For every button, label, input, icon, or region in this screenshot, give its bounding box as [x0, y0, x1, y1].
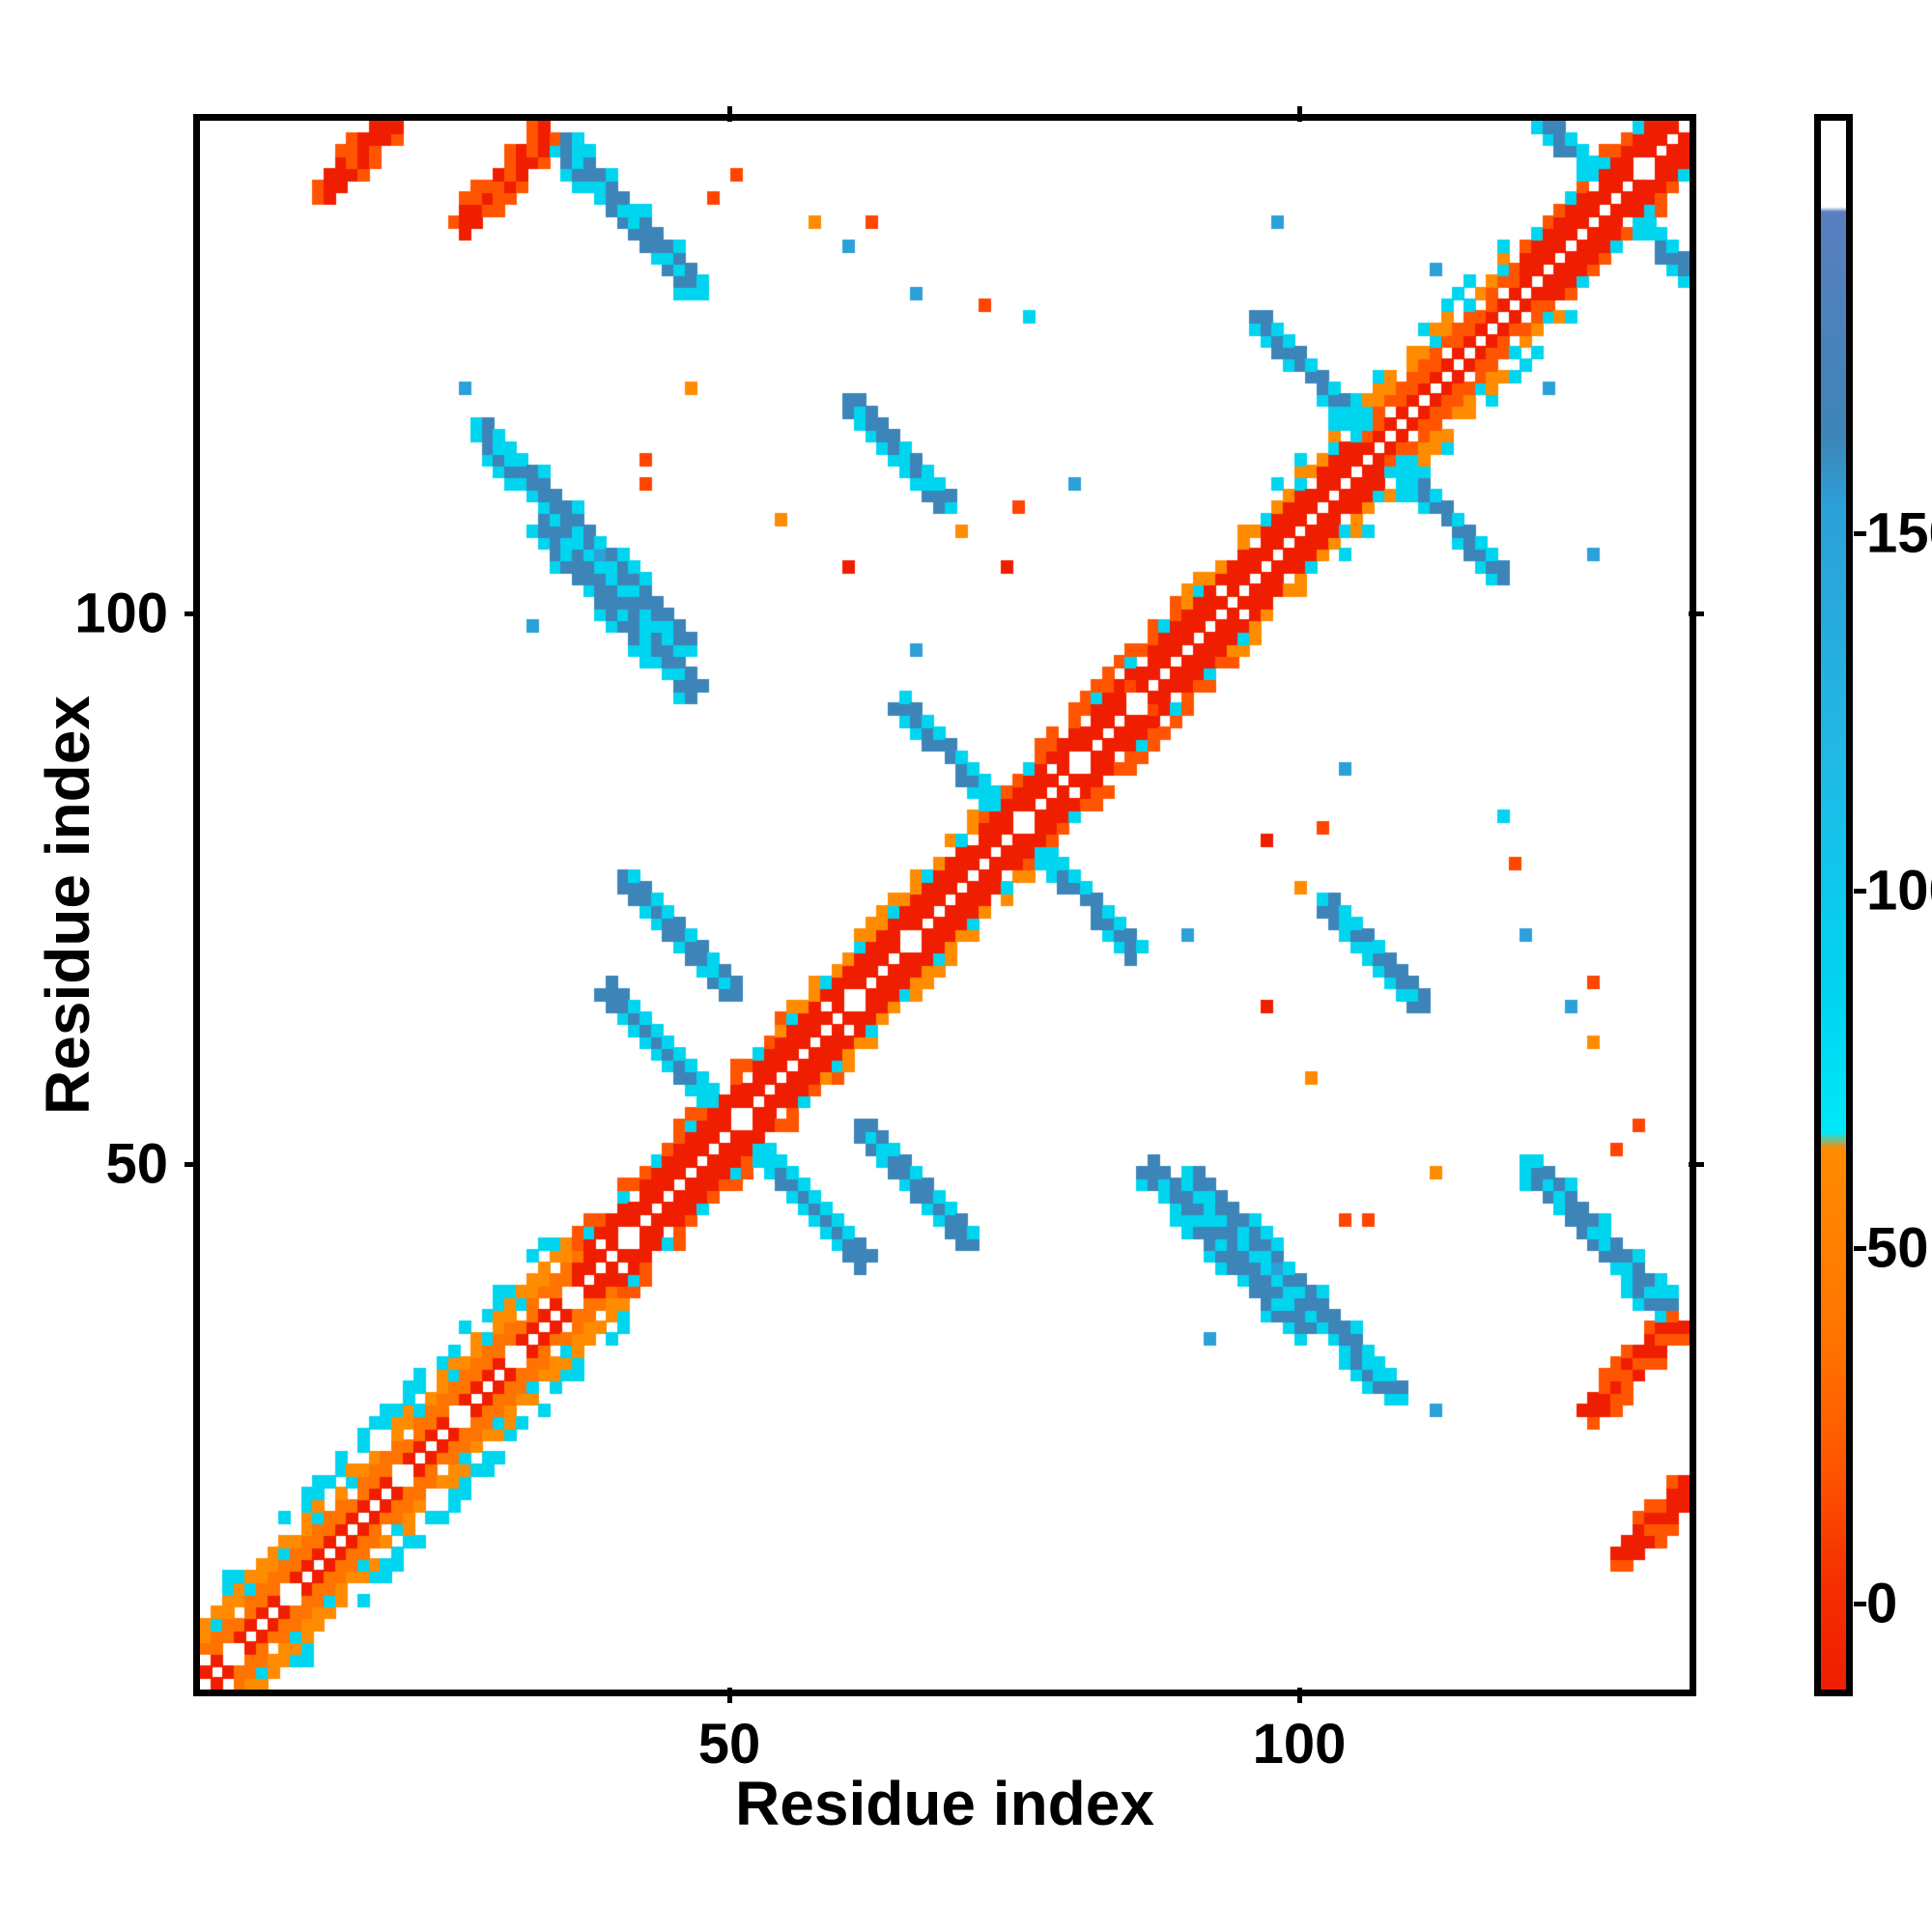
contact-map-plot: [193, 114, 1696, 1696]
colorbar-tick-label: 50: [1866, 1216, 1929, 1280]
colorbar-tick-label: 0: [1866, 1572, 1898, 1635]
colorbar-tick-mark: [1854, 531, 1866, 536]
x-tick-label: 100: [1252, 1713, 1347, 1776]
colorbar-tick-mark: [1854, 1246, 1866, 1251]
y-tick-label: 50: [105, 1132, 168, 1196]
contact-map-canvas: [200, 121, 1690, 1690]
y-tick-mark-right: [1689, 611, 1704, 616]
y-tick-mark-right: [1689, 1162, 1704, 1167]
colorbar: [1814, 114, 1853, 1696]
colorbar-gradient: [1821, 121, 1846, 1690]
x-tick-mark: [727, 1688, 732, 1703]
colorbar-tick-mark: [1854, 889, 1866, 894]
x-tick-mark: [1297, 1688, 1302, 1703]
colorbar-tick-mark: [1854, 1602, 1866, 1606]
x-tick-mark-top: [1297, 106, 1302, 122]
x-tick-label: 50: [697, 1713, 761, 1776]
y-tick-mark: [185, 611, 200, 616]
y-tick-mark: [185, 1162, 200, 1167]
x-axis-label: Residue index: [735, 1769, 1154, 1838]
colorbar-tick-label: 150: [1866, 501, 1932, 565]
colorbar-tick-label: 100: [1866, 859, 1932, 923]
y-tick-label: 100: [74, 582, 168, 645]
x-tick-mark-top: [727, 106, 732, 122]
